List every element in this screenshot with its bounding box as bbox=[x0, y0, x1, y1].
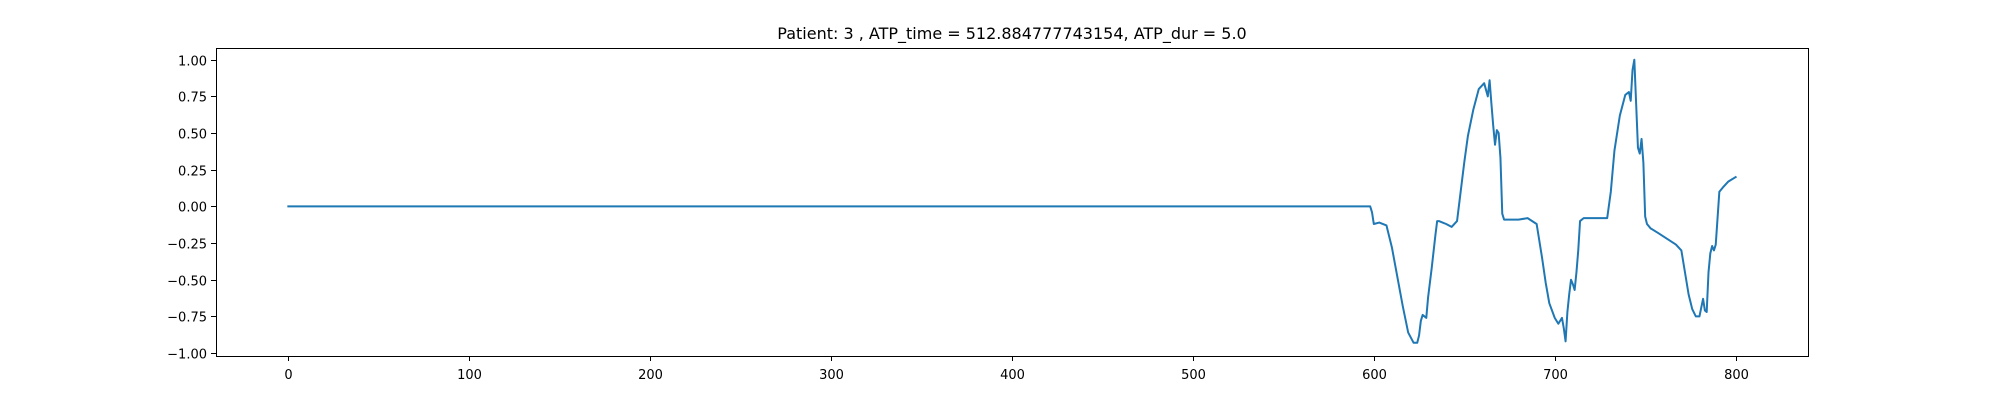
series-layer bbox=[287, 58, 1738, 344]
x-tick-label: 800 bbox=[1724, 368, 1749, 383]
y-tick-label: 0.50 bbox=[178, 128, 207, 143]
x-tick-label: 300 bbox=[819, 368, 844, 383]
x-tick-label: 200 bbox=[638, 368, 663, 383]
y-tick-label: 0.25 bbox=[178, 165, 207, 180]
x-tick-label: 100 bbox=[457, 368, 482, 383]
y-tick-label: −1.00 bbox=[167, 348, 207, 363]
x-tick-label: 500 bbox=[1181, 368, 1206, 383]
series-line bbox=[287, 58, 1738, 344]
chart-title: Patient: 3 , ATP_time = 512.884777743154… bbox=[777, 24, 1246, 44]
y-tick-label: −0.25 bbox=[167, 238, 207, 253]
x-tick-label: 400 bbox=[1000, 368, 1025, 383]
y-tick-label: 0.75 bbox=[178, 91, 207, 106]
y-tick-label: 1.00 bbox=[178, 55, 207, 70]
plot-frame bbox=[216, 48, 1809, 357]
y-tick-label: 0.00 bbox=[178, 201, 207, 216]
y-tick-label: −0.75 bbox=[167, 311, 207, 326]
x-tick-label: 700 bbox=[1543, 368, 1568, 383]
x-tick-label: 600 bbox=[1362, 368, 1387, 383]
axis-ticks: 0 100 200 300 400 500 600 700 800 −1.00 −0.75 −0.50… bbox=[167, 55, 1749, 384]
y-tick-label: −0.50 bbox=[167, 275, 207, 290]
x-tick-label: 0 bbox=[284, 368, 292, 383]
